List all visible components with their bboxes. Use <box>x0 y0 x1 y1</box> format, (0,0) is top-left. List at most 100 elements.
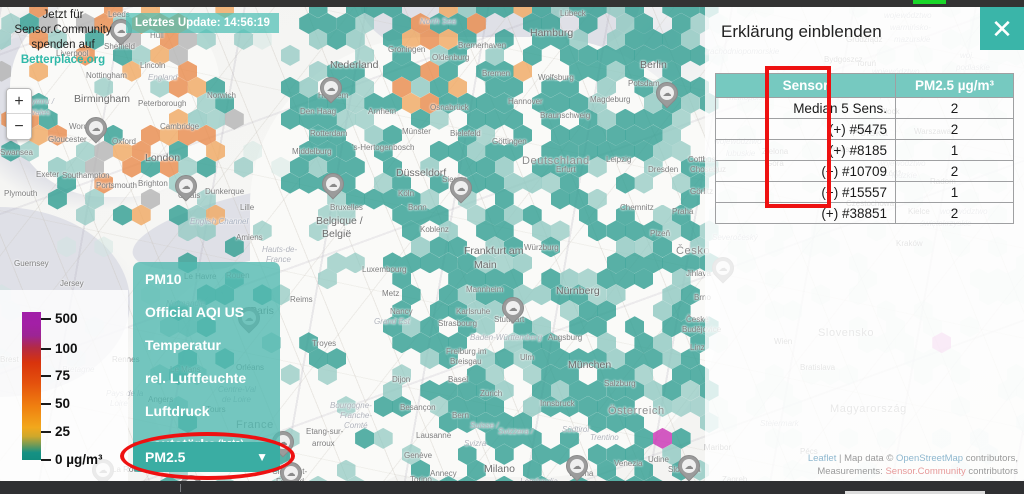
sensor-hex-cell[interactable] <box>494 220 514 242</box>
sensor-hex-cell[interactable] <box>597 332 617 354</box>
sensor-hex-cell[interactable] <box>634 44 654 66</box>
sensor-hex-cell[interactable] <box>606 284 626 306</box>
sensor-hex-cell[interactable] <box>215 7 235 18</box>
map-pin-marker[interactable]: ☁ <box>80 112 112 147</box>
sensor-hex-cell[interactable] <box>541 268 561 290</box>
sensor-hex-cell[interactable] <box>671 396 691 417</box>
sensor-hex-cell[interactable] <box>94 236 114 258</box>
sensor-hex-cell[interactable] <box>532 284 551 306</box>
sensor-hex-cell[interactable] <box>476 284 496 306</box>
sensor-hex-cell[interactable] <box>19 140 39 162</box>
sensor-hex-cell[interactable] <box>513 412 533 433</box>
sensor-hex-cell[interactable] <box>85 188 105 210</box>
sensor-hex-cell[interactable] <box>168 76 188 98</box>
sensor-hex-cell[interactable] <box>392 13 412 34</box>
sensor-hex-cell[interactable] <box>597 268 617 290</box>
sensor-hex-cell[interactable] <box>411 236 430 258</box>
sensor-hex-cell[interactable] <box>280 108 300 130</box>
map-pin-marker[interactable]: ☁ <box>673 450 705 481</box>
sensor-hex-cell[interactable] <box>606 124 626 146</box>
sensor-hex-cell[interactable] <box>38 13 58 34</box>
sensor-hex-cell[interactable] <box>485 236 505 258</box>
sensor-hex-cell[interactable] <box>615 396 635 417</box>
sensor-hex-cell[interactable] <box>224 236 244 258</box>
sensor-hex-cell[interactable] <box>448 44 468 66</box>
sensor-hex-cell[interactable] <box>578 108 598 130</box>
sensor-hex-cell[interactable] <box>345 475 365 481</box>
sensor-hex-cell[interactable] <box>411 13 430 34</box>
sensor-hex-cell[interactable] <box>466 204 486 226</box>
sensor-hex-cell[interactable] <box>457 316 477 338</box>
sensor-hex-cell[interactable] <box>541 140 561 162</box>
sensor-hex-cell[interactable] <box>587 124 607 146</box>
sensor-hex-cell[interactable] <box>355 44 375 66</box>
sensor-hex-cell[interactable] <box>513 348 533 370</box>
sensor-hex-cell[interactable] <box>690 172 710 194</box>
sensor-hex-cell[interactable] <box>587 380 607 401</box>
sensor-hex-cell[interactable] <box>373 140 393 162</box>
sensor-hex-cell[interactable] <box>541 332 561 354</box>
sensor-hex-cell[interactable] <box>392 204 412 226</box>
sensor-hex-cell[interactable] <box>401 28 421 50</box>
sensor-hex-cell[interactable] <box>457 443 477 465</box>
sensor-hex-cell[interactable] <box>29 60 49 82</box>
sensor-hex-cell[interactable] <box>196 92 216 114</box>
sensor-hex-cell[interactable] <box>206 140 226 162</box>
sensor-hex-cell[interactable] <box>625 252 645 274</box>
sensor-hex-cell[interactable] <box>541 364 561 386</box>
sensor-hex-cell[interactable] <box>504 268 523 290</box>
sensor-hex-cell[interactable] <box>662 316 682 338</box>
sensor-hex-cell[interactable] <box>308 124 328 146</box>
sensor-hex-cell[interactable] <box>327 28 347 50</box>
sensor-hex-cell[interactable] <box>476 92 496 114</box>
sensor-hex-cell[interactable] <box>392 268 412 290</box>
close-icon[interactable]: ✕ <box>980 7 1024 50</box>
sensor-hex-cell[interactable] <box>680 7 700 18</box>
sensor-hex-cell[interactable] <box>485 76 505 98</box>
table-row[interactable]: (+) #15557 1 <box>715 181 1014 203</box>
sensor-hex-cell[interactable] <box>94 140 114 162</box>
sensor-hex-cell[interactable] <box>299 76 319 98</box>
sensor-hex-cell[interactable] <box>653 236 672 258</box>
sensor-hex-cell[interactable] <box>476 252 496 274</box>
map-pin-marker[interactable]: ☁ <box>317 168 349 203</box>
sensor-hex-cell[interactable] <box>75 44 95 66</box>
sensor-hex-cell[interactable] <box>671 204 691 226</box>
sensor-hex-cell[interactable] <box>625 124 645 146</box>
sensor-hex-cell[interactable] <box>662 7 682 18</box>
sensor-hex-cell[interactable] <box>587 60 607 82</box>
sensor-hex-cell[interactable] <box>569 284 589 306</box>
sensor-hex-cell[interactable] <box>438 28 458 50</box>
sensor-hex-cell[interactable] <box>103 124 123 146</box>
sensor-hex-cell[interactable] <box>178 156 198 178</box>
sensor-hex-cell[interactable] <box>606 220 626 242</box>
sensor-hex-cell[interactable] <box>383 28 402 50</box>
sensor-hex-cell[interactable] <box>141 156 160 178</box>
sensor-hex-cell[interactable] <box>559 44 579 66</box>
sensor-hex-cell[interactable] <box>57 172 77 194</box>
sensor-hex-cell[interactable] <box>494 188 514 210</box>
sensor-hex-cell[interactable] <box>308 156 328 178</box>
sensor-hex-cell[interactable] <box>662 28 682 50</box>
map-pin-marker[interactable]: ☁ <box>315 72 347 107</box>
sensor-hex-cell[interactable] <box>494 252 514 274</box>
sensor-hex-cell[interactable] <box>634 76 654 98</box>
sensor-hex-cell[interactable] <box>383 7 402 18</box>
sensor-hex-cell[interactable] <box>625 443 645 465</box>
sensor-hex-cell[interactable] <box>513 60 533 82</box>
sensor-hex-cell[interactable] <box>513 124 533 146</box>
sensor-hex-cell[interactable] <box>0 28 11 50</box>
sensor-hex-cell[interactable] <box>252 28 272 50</box>
sensor-hex-cell[interactable] <box>19 13 39 34</box>
sensor-hex-cell[interactable] <box>494 7 514 18</box>
sensor-hex-cell[interactable] <box>289 156 309 178</box>
sensor-hex-cell[interactable] <box>420 188 440 210</box>
sensor-hex-cell[interactable] <box>317 364 337 386</box>
sensor-hex-cell[interactable] <box>345 188 365 210</box>
sensor-hex-cell[interactable] <box>159 156 179 178</box>
sensor-hex-cell[interactable] <box>429 44 449 66</box>
sensor-hex-cell[interactable] <box>569 92 589 114</box>
sensor-hex-cell[interactable] <box>75 140 95 162</box>
sensor-hex-cell[interactable] <box>345 92 365 114</box>
sensor-hex-cell[interactable] <box>606 348 626 370</box>
